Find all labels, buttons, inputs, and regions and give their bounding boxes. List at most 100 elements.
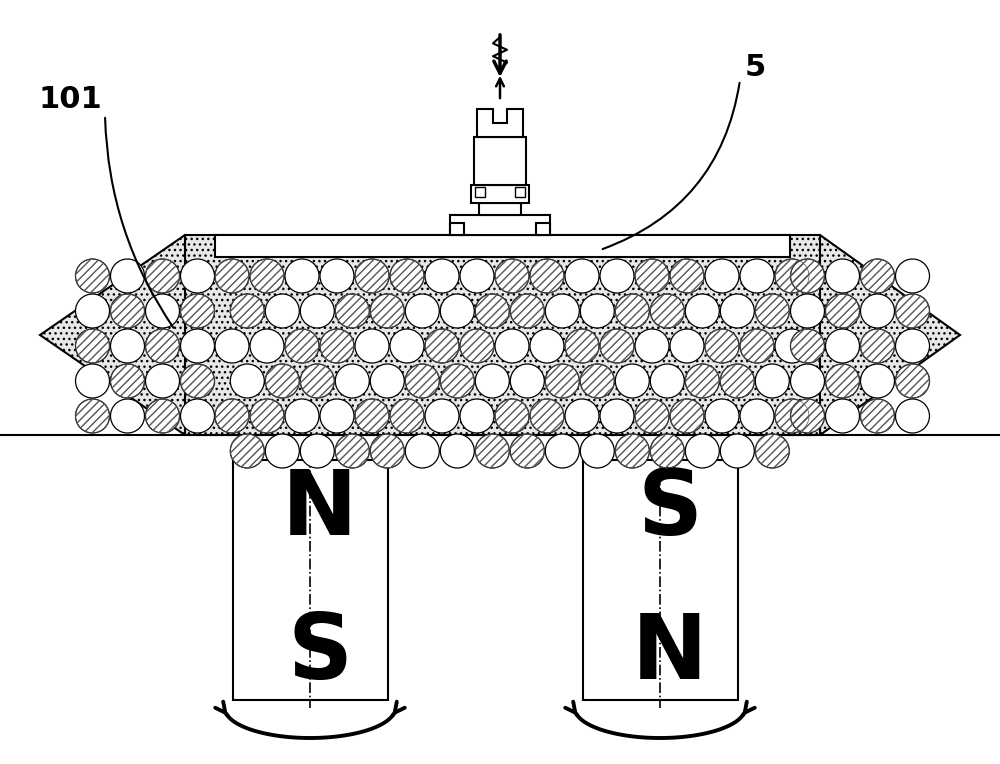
Circle shape <box>250 399 284 433</box>
Circle shape <box>285 399 319 433</box>
Circle shape <box>265 364 299 398</box>
Circle shape <box>320 329 354 363</box>
Circle shape <box>146 399 180 433</box>
Circle shape <box>146 364 180 398</box>
Circle shape <box>740 399 774 433</box>
Polygon shape <box>477 109 523 137</box>
Circle shape <box>510 294 544 328</box>
Circle shape <box>180 399 214 433</box>
Text: 5: 5 <box>744 53 766 83</box>
Circle shape <box>215 259 249 293</box>
Circle shape <box>300 294 334 328</box>
Circle shape <box>720 294 754 328</box>
Bar <box>215 235 790 257</box>
Circle shape <box>475 294 509 328</box>
Bar <box>582 460 738 700</box>
Circle shape <box>860 399 895 433</box>
Circle shape <box>685 434 719 468</box>
Circle shape <box>705 399 739 433</box>
Circle shape <box>705 259 739 293</box>
Polygon shape <box>820 235 960 435</box>
Circle shape <box>146 329 180 363</box>
Circle shape <box>775 329 809 363</box>
Circle shape <box>896 399 930 433</box>
Circle shape <box>650 434 684 468</box>
Circle shape <box>405 364 439 398</box>
Bar <box>479 203 521 215</box>
Circle shape <box>635 399 669 433</box>
Circle shape <box>370 434 404 468</box>
Circle shape <box>146 259 180 293</box>
Circle shape <box>390 399 424 433</box>
Text: N: N <box>282 466 358 555</box>
Circle shape <box>370 294 404 328</box>
Circle shape <box>180 294 214 328</box>
Circle shape <box>755 294 789 328</box>
Circle shape <box>180 364 214 398</box>
Circle shape <box>475 434 509 468</box>
Circle shape <box>265 294 299 328</box>
Circle shape <box>545 364 579 398</box>
Circle shape <box>335 434 369 468</box>
Circle shape <box>405 294 439 328</box>
Circle shape <box>355 399 389 433</box>
Text: 101: 101 <box>38 86 102 115</box>
Circle shape <box>705 329 739 363</box>
Circle shape <box>600 399 634 433</box>
Circle shape <box>530 399 564 433</box>
Circle shape <box>530 259 564 293</box>
Circle shape <box>180 259 214 293</box>
Circle shape <box>440 434 474 468</box>
Circle shape <box>180 329 214 363</box>
Circle shape <box>110 329 144 363</box>
Circle shape <box>425 259 459 293</box>
Circle shape <box>425 329 459 363</box>
Circle shape <box>76 364 110 398</box>
Circle shape <box>826 364 860 398</box>
Circle shape <box>826 259 860 293</box>
Circle shape <box>685 294 719 328</box>
Circle shape <box>355 259 389 293</box>
Circle shape <box>250 329 284 363</box>
Circle shape <box>545 434 579 468</box>
Circle shape <box>615 294 649 328</box>
Circle shape <box>580 294 614 328</box>
Circle shape <box>775 399 809 433</box>
Bar <box>474 137 526 185</box>
Circle shape <box>460 259 494 293</box>
Circle shape <box>76 329 110 363</box>
Circle shape <box>615 364 649 398</box>
Bar <box>232 460 388 700</box>
Bar <box>475 187 485 197</box>
Circle shape <box>335 364 369 398</box>
Circle shape <box>250 259 284 293</box>
Circle shape <box>230 364 264 398</box>
Circle shape <box>230 434 264 468</box>
Circle shape <box>405 434 439 468</box>
Circle shape <box>896 294 930 328</box>
Circle shape <box>285 259 319 293</box>
Circle shape <box>230 294 264 328</box>
Circle shape <box>440 294 474 328</box>
Circle shape <box>265 434 299 468</box>
Circle shape <box>685 364 719 398</box>
Circle shape <box>860 294 895 328</box>
Bar <box>515 187 525 197</box>
Circle shape <box>670 259 704 293</box>
Circle shape <box>495 259 529 293</box>
Circle shape <box>790 364 824 398</box>
Circle shape <box>320 259 354 293</box>
Circle shape <box>460 399 494 433</box>
Circle shape <box>635 329 669 363</box>
Bar <box>471 185 529 203</box>
Circle shape <box>320 399 354 433</box>
Circle shape <box>110 399 144 433</box>
Bar <box>450 223 464 235</box>
Circle shape <box>740 329 774 363</box>
Circle shape <box>635 259 669 293</box>
Circle shape <box>650 364 684 398</box>
Circle shape <box>215 399 249 433</box>
Circle shape <box>355 329 389 363</box>
Circle shape <box>826 294 860 328</box>
Circle shape <box>530 329 564 363</box>
